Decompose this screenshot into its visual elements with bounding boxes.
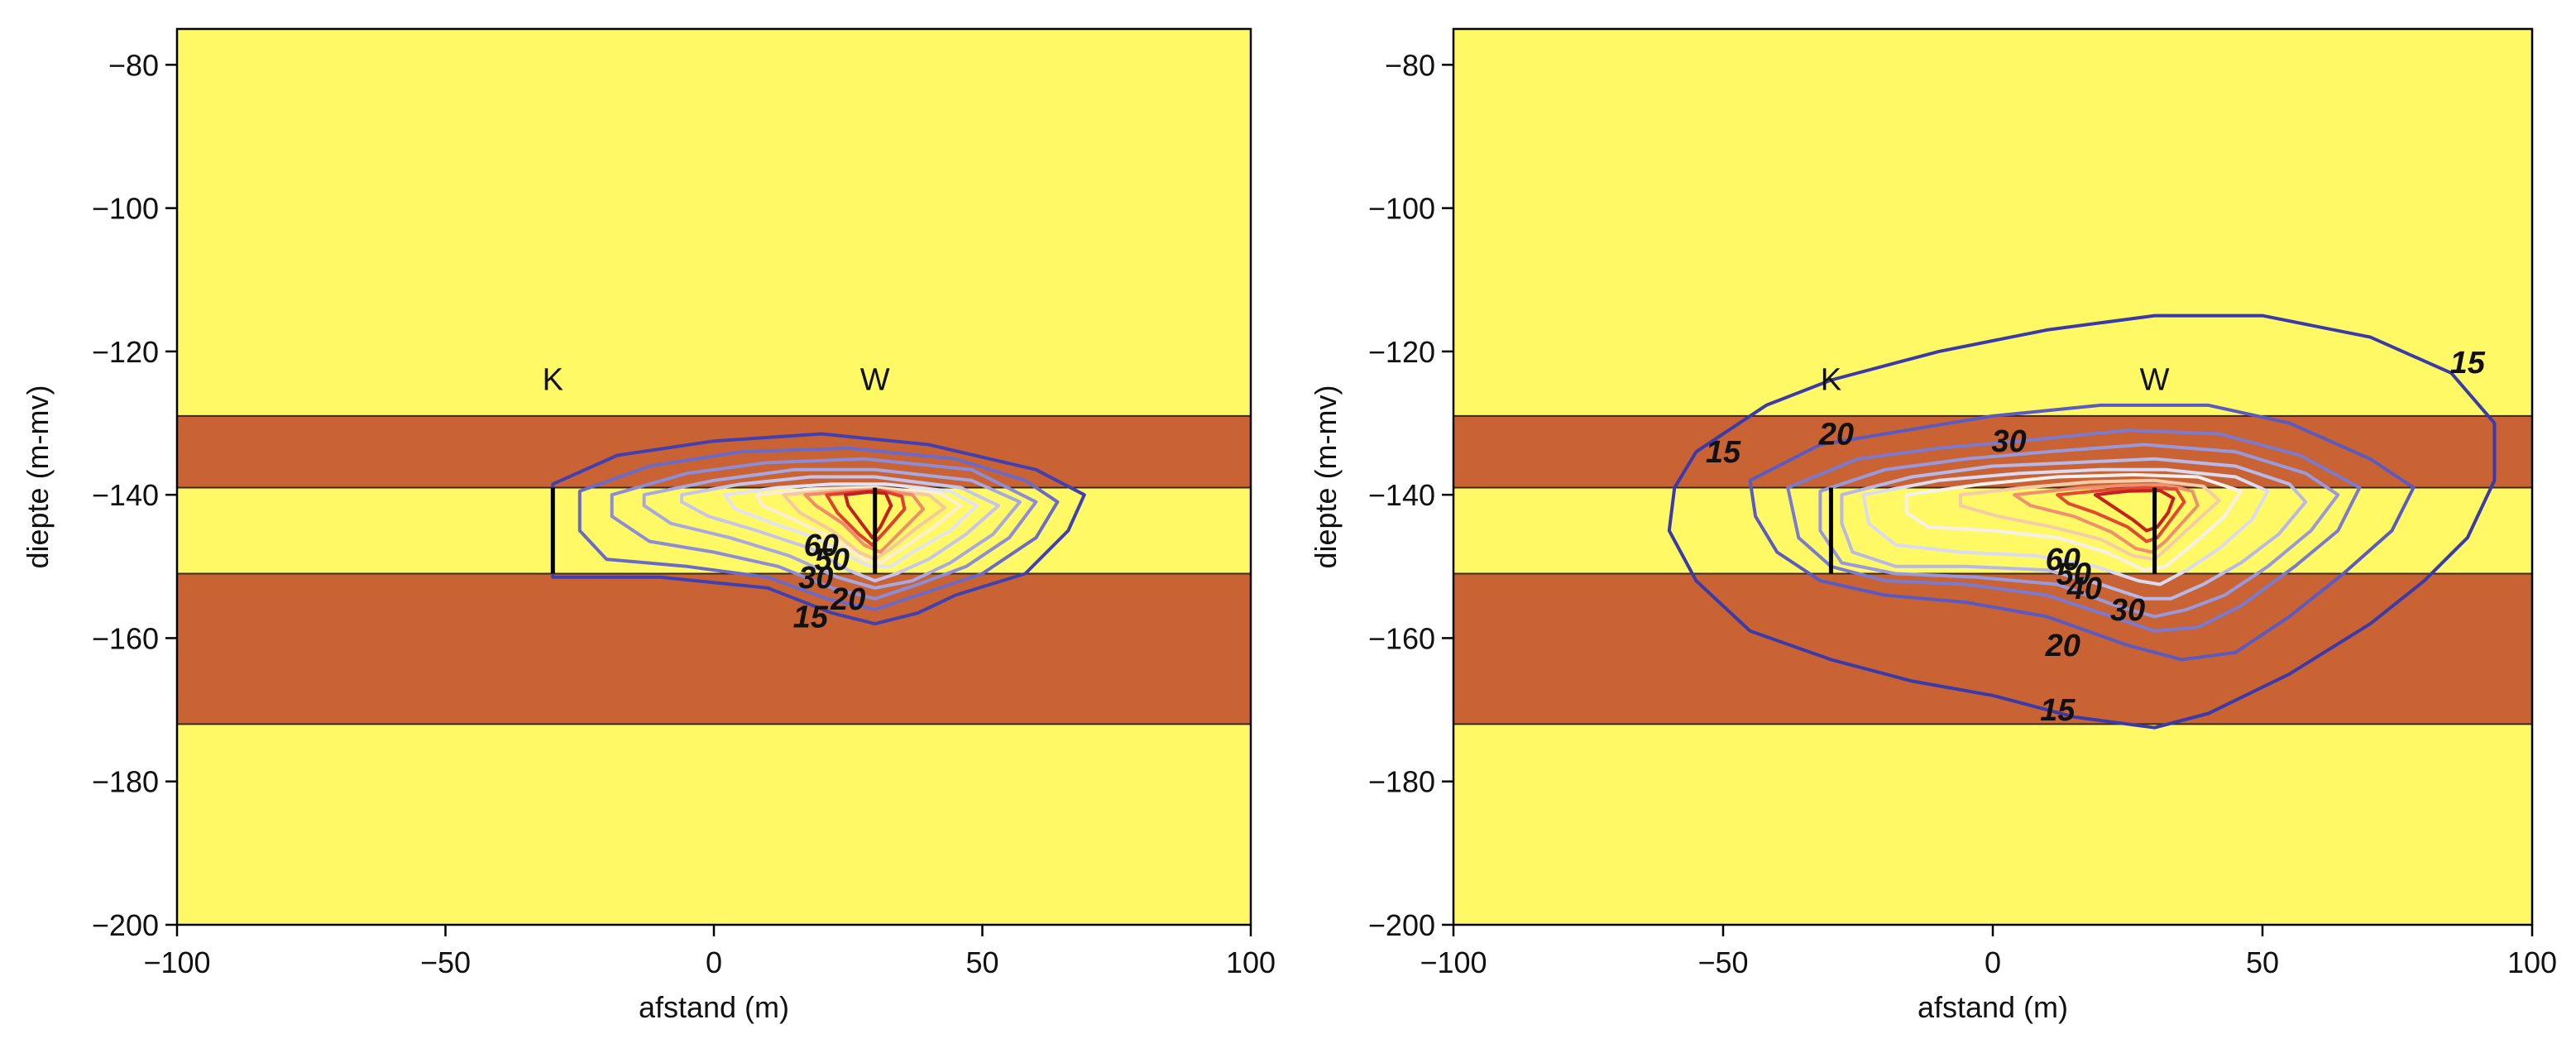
y-tick-label: −200 xyxy=(1368,908,1435,942)
layer-clay-3 xyxy=(177,573,1251,725)
contour-label: 30 xyxy=(2110,593,2145,628)
x-tick-label: 50 xyxy=(2246,945,2279,979)
contour-label: 30 xyxy=(1991,424,2026,459)
x-tick-label: −50 xyxy=(420,945,471,979)
left-contour-plot: K W1520305060−80−100−120−140−160−180−200−… xyxy=(21,27,1276,1024)
right-contour-plot: K W 15151520203030605040−80−100−120−140−16… xyxy=(1309,27,2557,1024)
well-label-w: W xyxy=(860,362,890,397)
y-tick-label: −180 xyxy=(92,765,159,799)
well-label-w: W xyxy=(2140,362,2170,397)
y-axis-label: diepte (m-mv) xyxy=(1309,385,1343,568)
y-tick-label: −200 xyxy=(92,908,159,942)
contour-40 xyxy=(723,482,979,568)
contour-label: 60 xyxy=(804,529,839,563)
y-tick-label: −140 xyxy=(1368,478,1435,512)
contour-15 xyxy=(1667,314,2497,730)
contour-25 xyxy=(1786,428,2362,633)
contour-70 xyxy=(2056,486,2186,543)
contour-80 xyxy=(2093,489,2176,533)
layer-sand-4 xyxy=(177,724,1251,925)
right-panel: K W 15 15 15 20 20 30 30 60 50 40 −80 −100 −120 −140 −16… xyxy=(1288,0,2576,1053)
contour-label: 30 xyxy=(798,561,833,596)
left-panel: K W 15 20 30 50 60 −80 −100 −120 −140 −160 −180 −200−… xyxy=(21,27,1276,1024)
y-axis-label: diepte (m-mv) xyxy=(21,385,55,568)
y-tick-label: −160 xyxy=(1368,621,1435,655)
contour-label: 40 xyxy=(2066,572,2102,606)
y-tick-label: −120 xyxy=(92,335,159,369)
x-tick-label: −100 xyxy=(1420,945,1487,979)
layer-clay-3 xyxy=(1453,573,2532,725)
y-tick-label: −140 xyxy=(92,478,159,512)
contour-label: 15 xyxy=(793,600,829,634)
contour-label: 50 xyxy=(2056,557,2091,591)
contour-label: 20 xyxy=(1818,418,1854,452)
contour-40 xyxy=(1861,467,2270,586)
well-label-k: K xyxy=(543,362,563,397)
contour-label: 50 xyxy=(815,543,850,577)
contour-label: 15 xyxy=(2040,693,2076,728)
contour-label: 15 xyxy=(1706,435,1741,470)
x-tick-label: −50 xyxy=(1697,945,1748,979)
layer-sand-2 xyxy=(177,487,1251,574)
x-tick-label: −100 xyxy=(143,945,210,979)
y-tick-label: −100 xyxy=(92,192,159,226)
x-axis-label: afstand (m) xyxy=(1918,990,2068,1024)
y-tick-label: −100 xyxy=(1368,192,1435,226)
x-tick-label: 50 xyxy=(965,945,998,979)
contour-25 xyxy=(610,457,1038,601)
layer-sand-0 xyxy=(1453,29,2532,416)
contour-label: 60 xyxy=(2046,543,2080,577)
contour-35 xyxy=(1840,457,2308,601)
y-tick-label: −120 xyxy=(1368,335,1435,369)
contour-label: 20 xyxy=(830,582,865,617)
contour-label: 15 xyxy=(2450,346,2486,381)
contour-30 xyxy=(1818,443,2340,619)
layer-sand-0 xyxy=(177,29,1251,416)
y-tick-label: −160 xyxy=(92,621,159,655)
contour-label: 20 xyxy=(2045,629,2080,663)
x-axis-label: afstand (m) xyxy=(639,990,789,1024)
contour-60 xyxy=(2013,483,2200,554)
contour-20 xyxy=(577,446,1060,611)
contour-30 xyxy=(642,467,1022,590)
y-tick-label: −80 xyxy=(108,48,159,82)
contour-35 xyxy=(680,475,1000,583)
x-tick-label: 0 xyxy=(706,945,722,979)
layer-sand-4 xyxy=(1453,724,2532,925)
x-tick-label: 100 xyxy=(2507,945,2557,979)
y-tick-label: −180 xyxy=(1368,765,1435,799)
contour-20 xyxy=(1748,403,2416,662)
contour-45 xyxy=(1904,472,2243,572)
x-tick-label: 100 xyxy=(1226,945,1276,979)
y-tick-label: −80 xyxy=(1385,48,1435,82)
contour-50 xyxy=(1958,478,2221,562)
contour-15 xyxy=(551,432,1086,626)
x-tick-label: 0 xyxy=(1985,945,2001,979)
well-label-k: K xyxy=(1821,362,1841,397)
layer-clay-1 xyxy=(177,415,1251,488)
